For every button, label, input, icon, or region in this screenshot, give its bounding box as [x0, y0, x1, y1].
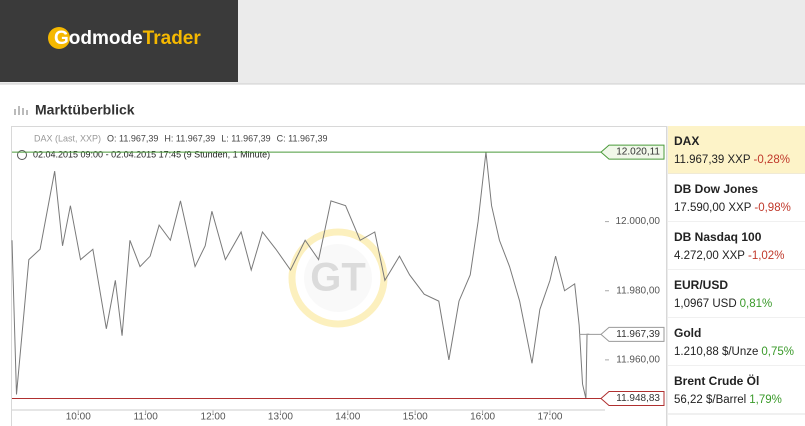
reference-label-box: [600, 390, 665, 406]
x-tick-label: 13:00: [268, 412, 293, 423]
x-tick-label: 11:00: [134, 412, 159, 423]
reference-label: 11.967,39: [616, 329, 660, 340]
item-change: -0,28%: [754, 154, 790, 166]
watchlist-item[interactable]: [668, 222, 805, 270]
y-tick-label: 11.980,00: [616, 285, 660, 296]
x-tick-label: 15:00: [403, 412, 428, 423]
item-name: DB Dow Jones: [674, 182, 758, 196]
logo-text[interactable]: Trader: [143, 28, 202, 49]
chart-info: DAX (Last, XXP): [34, 133, 101, 143]
x-tick-label: 16:00: [470, 412, 495, 423]
item-price: 1.210,88 $/Unze: [674, 346, 758, 358]
watchlist-item[interactable]: [668, 318, 805, 366]
logo-icon: [48, 27, 70, 49]
watchlist-item[interactable]: [668, 126, 805, 174]
item-name: EUR/USD: [674, 278, 728, 292]
y-tick-label: 12.000,00: [616, 216, 661, 227]
item-name: Brent Crude Öl: [674, 373, 759, 388]
item-price: 4.272,00 XXP: [674, 250, 745, 262]
item-name: DB Nasdaq 100: [674, 230, 762, 244]
logo-text[interactable]: Godmode: [54, 28, 143, 49]
item-change: 0,75%: [761, 346, 794, 358]
reference-label: 11.948,83: [616, 393, 660, 404]
price-line: [11, 152, 590, 399]
item-change: -1,02%: [748, 250, 784, 262]
ohlc-value: O: 11.967,39: [107, 133, 158, 143]
ohlc-value: H: 11.967,39: [164, 133, 215, 143]
item-price: 1,0967 USD: [674, 298, 737, 310]
item-change: 0,81%: [740, 298, 773, 310]
clock-icon: [17, 150, 27, 160]
watermark-text: GT: [310, 256, 366, 300]
chart-panel: [11, 126, 667, 426]
reference-label-box: [600, 144, 665, 160]
item-price: 17.590,00 XXP: [674, 202, 752, 214]
watchlist-item[interactable]: [668, 174, 805, 222]
x-tick-label: 12:00: [201, 412, 226, 423]
watchlist-item[interactable]: [668, 366, 805, 414]
x-tick-label: 10:00: [66, 412, 91, 423]
logo-area: [0, 0, 238, 82]
watchlist-item[interactable]: [668, 270, 805, 318]
item-name: DAX: [674, 134, 699, 148]
item-change: -0,98%: [754, 202, 790, 214]
reference-label: 12.020,11: [616, 147, 660, 158]
section-title: Marktüberblick: [35, 102, 135, 118]
reference-label-box: [600, 326, 665, 342]
x-tick-label: 14:00: [335, 412, 360, 423]
ohlc-value: C: 11.967,39: [277, 133, 328, 143]
y-tick-label: 11.960,00: [616, 355, 660, 366]
ohlc-value: L: 11.967,39: [221, 133, 270, 143]
chart-period: 02.04.2015 09:00 - 02.04.2015 17:45 (9 S…: [33, 149, 270, 159]
item-price: 56,22 $/Barrel: [674, 394, 746, 406]
item-change: 1,79%: [749, 394, 782, 406]
item-name: Gold: [674, 326, 701, 340]
section-icon: [14, 106, 28, 115]
x-tick-label: 17:00: [537, 412, 562, 423]
item-price: 11.967,39 XXP: [674, 154, 751, 166]
